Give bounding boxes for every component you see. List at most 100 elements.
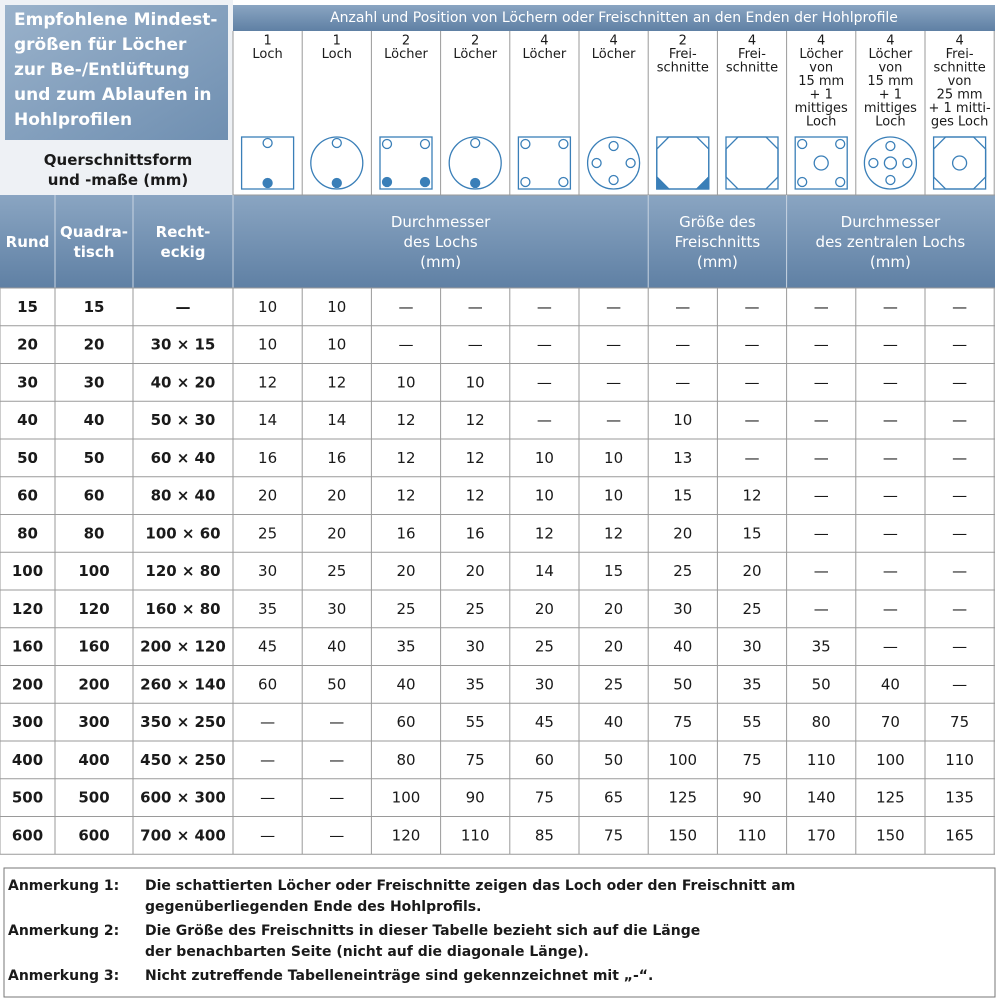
icon-part — [379, 136, 433, 190]
cell: 25 — [673, 562, 692, 580]
cell: 55 — [742, 713, 761, 731]
cell: 120 — [12, 600, 43, 618]
cell: 20 — [258, 487, 277, 505]
cell: — — [329, 713, 344, 731]
note-label: Anmerkung 2: — [8, 923, 119, 939]
cell: — — [260, 826, 275, 844]
cell: — — [537, 336, 552, 354]
cell: 600 — [12, 826, 43, 844]
cell: 35 — [396, 638, 415, 656]
cell: 120 — [392, 826, 421, 844]
cell: 45 — [258, 638, 277, 656]
icon-part — [331, 177, 342, 189]
cell: — — [537, 411, 552, 429]
section-header-band — [0, 195, 995, 288]
cell: 110 — [945, 751, 974, 769]
icon-part — [932, 136, 987, 190]
group-header: Anzahl und Position von Löchern oder Fre… — [330, 10, 898, 26]
subtitle-line: Querschnittsform — [44, 151, 192, 169]
row-header: Rund — [6, 233, 50, 251]
cell: 50 × 30 — [151, 411, 216, 429]
cell: 30 — [742, 638, 761, 656]
cell: 35 — [812, 638, 831, 656]
cell: — — [883, 562, 898, 580]
column-header: ges Loch — [931, 115, 989, 130]
cell: — — [952, 524, 967, 542]
cell: 110 — [461, 826, 490, 844]
cell: 20 — [535, 600, 554, 618]
cell: 25 — [604, 675, 623, 693]
icon-part — [591, 157, 602, 169]
cell: 14 — [258, 411, 277, 429]
cell: 300 — [78, 713, 109, 731]
cell: 150 — [668, 826, 697, 844]
cell: — — [399, 298, 414, 316]
icon-part — [835, 138, 846, 150]
cell: 100 — [78, 562, 109, 580]
column-header: Loch — [252, 47, 282, 62]
column-header: + 1 — [879, 88, 902, 103]
cell: — — [606, 336, 621, 354]
cell: 110 — [738, 826, 767, 844]
cell: 260 × 140 — [140, 675, 226, 693]
icon-part — [656, 175, 671, 190]
title-line: Hohlprofilen — [14, 110, 132, 130]
title-line: Empfohlene Mindest- — [14, 10, 217, 30]
cell: 10 — [604, 449, 623, 467]
column-header: Löcher — [453, 47, 497, 62]
cell: — — [745, 449, 760, 467]
group-label: Freischnitts — [675, 233, 761, 251]
cell: 12 — [396, 449, 415, 467]
icon-part — [951, 155, 968, 171]
cell: — — [952, 638, 967, 656]
cell: — — [952, 373, 967, 391]
cell: 20 — [396, 562, 415, 580]
cell: 90 — [466, 789, 485, 807]
cell: 200 × 120 — [140, 638, 226, 656]
title-line: zur Be-/Entlüftung — [14, 60, 190, 80]
cell: — — [814, 336, 829, 354]
cell: 35 — [258, 600, 277, 618]
group-label: des Lochs — [404, 233, 478, 251]
cell: — — [329, 751, 344, 769]
subtitle-line: und -maße (mm) — [48, 171, 188, 189]
cell: 700 × 400 — [140, 826, 226, 844]
cell: 30 — [535, 675, 554, 693]
icon-part — [813, 155, 829, 171]
cell: 40 — [327, 638, 346, 656]
column-header: Löcher — [592, 47, 636, 62]
group-label: (mm) — [870, 253, 911, 271]
cell: — — [814, 562, 829, 580]
cell: 40 — [881, 675, 900, 693]
cell: — — [952, 600, 967, 618]
notes-box — [3, 867, 996, 998]
cell: 500 — [12, 789, 43, 807]
cell: 60 — [535, 751, 554, 769]
cell: — — [745, 411, 760, 429]
cell: 10 — [535, 487, 554, 505]
column-header: + 1 mitti- — [928, 101, 991, 116]
cell: 20 — [466, 562, 485, 580]
cell: 100 — [876, 751, 905, 769]
cell: 20 — [327, 487, 346, 505]
cell: 170 — [807, 826, 836, 844]
cell: — — [606, 373, 621, 391]
cell: — — [952, 336, 967, 354]
column-header: 4 — [748, 34, 756, 49]
cell: 60 — [84, 487, 105, 505]
note-text: Die schattierten Löcher oder Freischnitt… — [145, 878, 795, 894]
cell: 160 — [78, 638, 109, 656]
column-header: 1 — [333, 34, 341, 49]
column-header: schnitte — [657, 61, 709, 76]
cell: 80 — [17, 524, 38, 542]
cell: 20 — [673, 524, 692, 542]
column-header: 4 — [886, 34, 894, 49]
cell: 16 — [258, 449, 277, 467]
cell: 30 — [258, 562, 277, 580]
note-text: gegenüberliegenden Ende des Hohlprofils. — [145, 899, 481, 915]
title-line: größen für Löcher — [14, 35, 187, 55]
icon-part — [586, 136, 641, 190]
cell: 75 — [950, 713, 969, 731]
column-header: mittiges — [795, 101, 848, 116]
